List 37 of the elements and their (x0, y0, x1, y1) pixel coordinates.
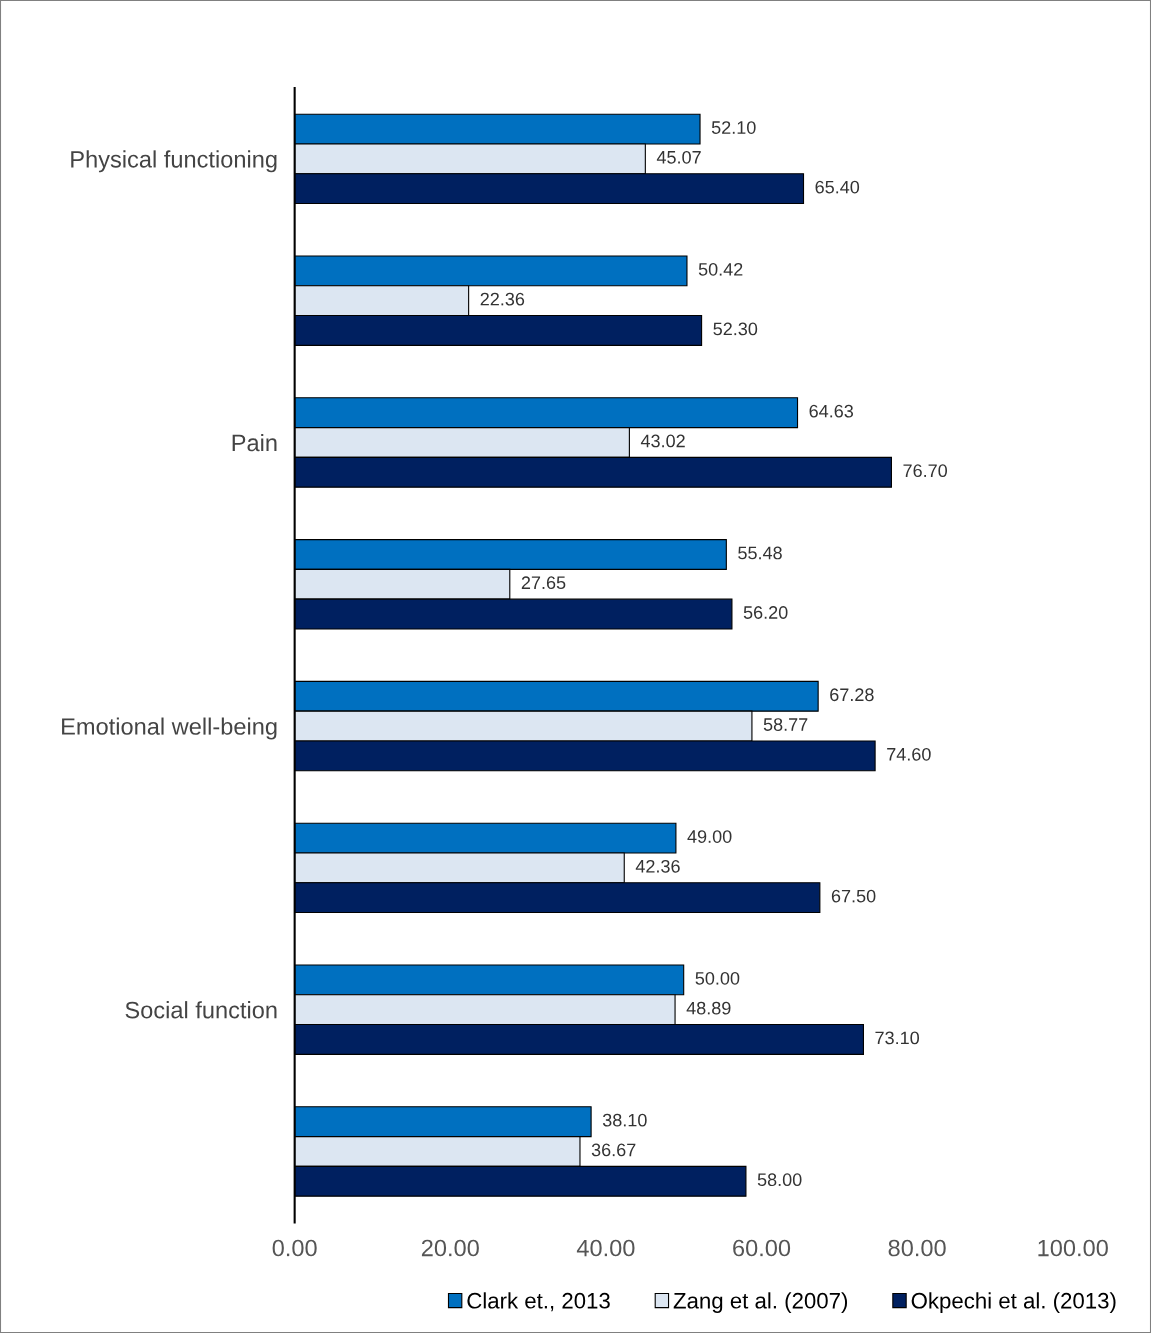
x-tick-label: 60.00 (733, 1239, 791, 1257)
data-label: 65.40 (815, 180, 860, 194)
x-tick-label: 0.00 (272, 1239, 317, 1257)
data-label: 58.00 (757, 1173, 802, 1187)
data-label: 22.36 (480, 292, 525, 306)
data-label: 52.10 (711, 121, 756, 134)
data-label: 27.65 (521, 576, 566, 590)
data-label: 67.50 (831, 889, 876, 903)
data-label: 36.67 (591, 1143, 636, 1157)
y-tick-label: Emotional well-being (62, 717, 277, 740)
data-label: 43.02 (640, 434, 685, 448)
y-tick-label: Physical functioning (71, 150, 277, 173)
data-label: 48.89 (686, 1001, 731, 1015)
data-label: 52.30 (713, 322, 758, 336)
data-label: 74.60 (887, 747, 931, 761)
x-tick-label: 40.00 (576, 1239, 635, 1257)
x-tick-label: 20.00 (421, 1239, 479, 1257)
data-label: 73.10 (875, 1031, 920, 1045)
x-tick-label: 100.00 (1038, 1239, 1108, 1257)
data-label: 45.07 (656, 150, 701, 164)
data-label: 76.70 (903, 464, 948, 478)
data-label: 55.48 (738, 546, 782, 560)
y-tick-label: Pain (232, 433, 277, 452)
data-label: 64.63 (809, 404, 854, 418)
data-label: 49.00 (687, 830, 732, 843)
legend-label: Okpechi et al. (2013) (911, 1292, 1116, 1313)
data-label: 67.28 (830, 688, 874, 702)
data-label: 50.42 (698, 262, 743, 276)
data-label: 42.36 (635, 859, 680, 873)
legend-label: Zang et al. (2007) (673, 1292, 848, 1313)
data-label: 56.20 (743, 606, 788, 619)
legend-label: Clark et., 2013 (467, 1292, 610, 1312)
data-label: 38.10 (602, 1113, 647, 1127)
data-label: 58.77 (763, 718, 808, 731)
y-tick-label: Social function (125, 1001, 277, 1019)
data-label: 50.00 (695, 971, 740, 985)
x-tick-label: 80.00 (888, 1239, 946, 1257)
